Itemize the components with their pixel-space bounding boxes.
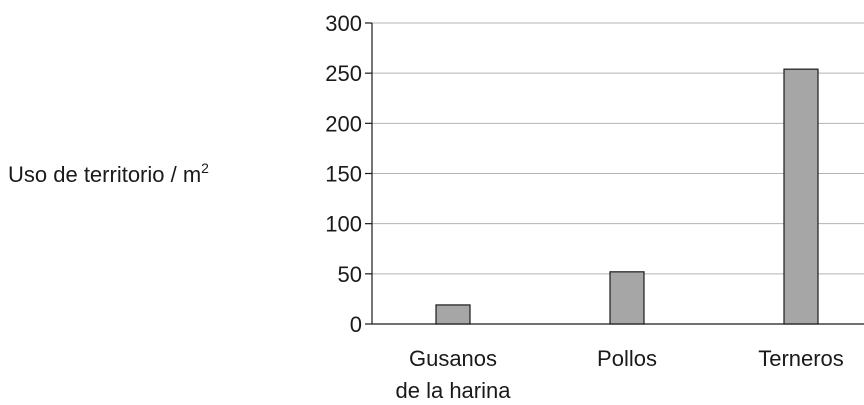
y-axis-label: Uso de territorio / m2 xyxy=(8,160,209,188)
bar xyxy=(435,304,471,325)
y-tick-label: 100 xyxy=(325,212,362,237)
y-tick-label: 50 xyxy=(338,262,362,287)
x-tick-label: Pollos xyxy=(597,346,657,371)
y-tick-label: 150 xyxy=(325,162,362,187)
bar xyxy=(783,68,819,325)
y-tick-label: 300 xyxy=(325,11,362,36)
x-tick-label: de la harina xyxy=(396,378,512,403)
y-tick-label: 200 xyxy=(325,111,362,136)
x-tick-label: Gusanos xyxy=(409,346,497,371)
y-tick-label: 0 xyxy=(350,312,362,337)
y-axis-label-text: Uso de territorio / m xyxy=(8,162,202,187)
x-tick-label: Terneros xyxy=(758,346,844,371)
y-axis-label-superscript: 2 xyxy=(201,160,209,176)
y-tick-label: 250 xyxy=(325,61,362,86)
bar xyxy=(609,271,645,325)
